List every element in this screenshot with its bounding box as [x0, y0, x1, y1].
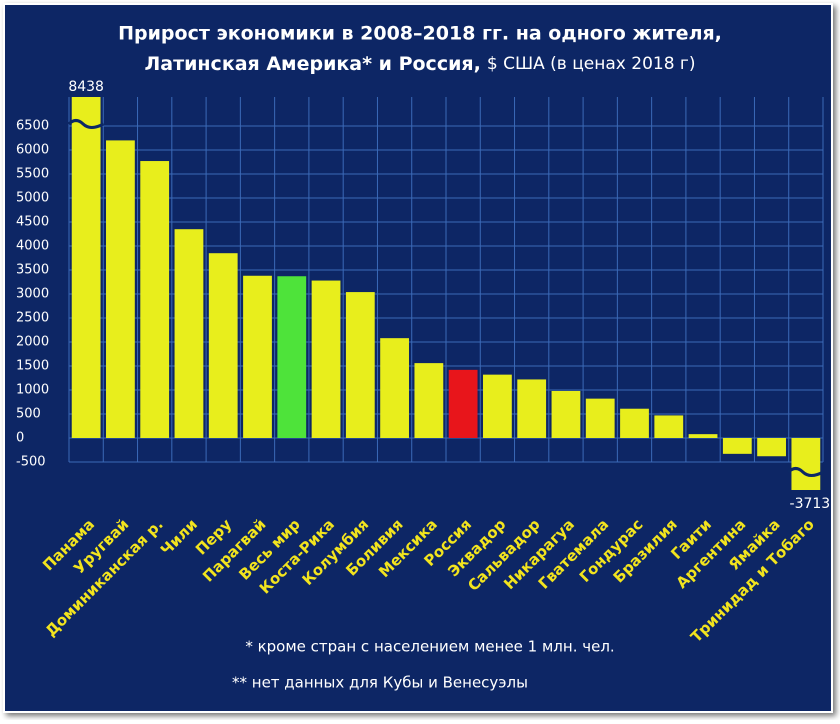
y-tick-label: 1000 [16, 383, 49, 398]
chart-title: Прирост экономики в 2008–2018 гг. на одн… [118, 23, 722, 45]
bar [517, 379, 547, 438]
bar [71, 97, 101, 438]
y-tick-label: 500 [16, 407, 41, 422]
bar [620, 408, 649, 438]
bar [448, 369, 478, 438]
y-tick-label: 5500 [16, 167, 49, 182]
y-tick-label: 5000 [16, 191, 49, 206]
bar [654, 415, 684, 438]
bar [722, 438, 752, 454]
y-tick-label: 2000 [16, 335, 49, 350]
bar [277, 276, 307, 438]
y-tick-label: 1500 [16, 359, 49, 374]
y-tick-label: 2500 [16, 311, 49, 326]
bar [174, 229, 204, 438]
bar [140, 161, 170, 439]
bar [311, 280, 341, 438]
bar [414, 363, 444, 438]
y-tick-label: 3500 [16, 263, 49, 278]
footnote: * кроме стран с населением менее 1 млн. … [245, 638, 614, 656]
value-label: -3713 [790, 496, 831, 512]
y-tick-label: 4000 [16, 239, 49, 254]
bar [757, 438, 786, 457]
y-tick-label: 4500 [16, 215, 49, 230]
bar [551, 390, 581, 438]
bar [208, 253, 238, 438]
bar [688, 434, 718, 438]
y-tick-label: 0 [16, 431, 24, 446]
value-label: 8438 [68, 79, 104, 95]
bar [106, 140, 135, 438]
bar [380, 338, 409, 438]
axis-break [787, 467, 824, 477]
chart-title: Латинская Америка* и Россия, $ США (в це… [145, 53, 696, 75]
axis-break [67, 119, 105, 129]
y-tick-label: 6000 [16, 143, 49, 158]
bar [345, 292, 375, 438]
y-tick-label: 6500 [16, 119, 49, 134]
y-tick-label: -500 [16, 455, 46, 470]
y-tick-label: 3000 [16, 287, 49, 302]
chart-title: Латинская Америка* и Россия, [145, 53, 481, 75]
bar [483, 374, 512, 438]
bar [791, 438, 821, 490]
chart-subtitle: $ США (в ценах 2018 г) [487, 54, 696, 74]
footnote: ** нет данных для Кубы и Венесуэлы [232, 674, 528, 692]
bar [585, 398, 615, 438]
bar [243, 275, 272, 438]
